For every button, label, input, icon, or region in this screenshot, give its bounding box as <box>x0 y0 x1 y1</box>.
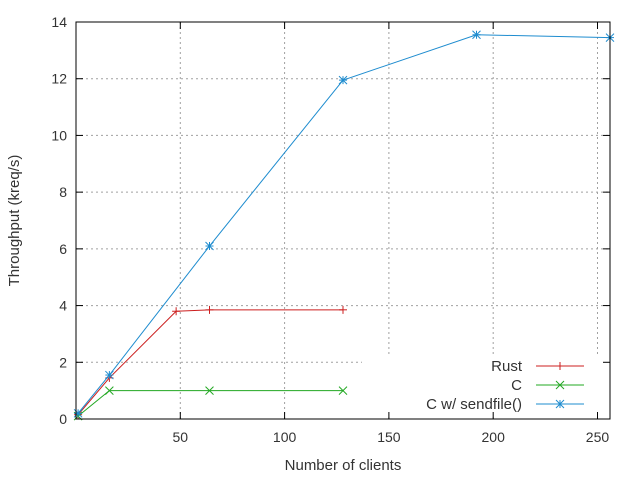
x-tick-label: 100 <box>273 429 297 445</box>
data-point <box>73 408 83 418</box>
data-point <box>205 305 214 314</box>
legend: Rust C C w/ sendfile() <box>426 358 584 413</box>
data-point <box>339 305 347 314</box>
series-2 <box>73 30 615 418</box>
y-tick-label: 8 <box>59 184 67 200</box>
x-tick-label: 250 <box>586 429 610 445</box>
y-tick-label: 0 <box>59 411 67 427</box>
x-tick-label: 200 <box>482 429 506 445</box>
grid-lines <box>76 22 610 419</box>
data-point <box>338 386 348 395</box>
x-tick-label: 150 <box>377 429 401 445</box>
y-tick-label: 2 <box>59 354 67 370</box>
data-point <box>105 386 114 395</box>
data-point <box>472 30 481 40</box>
legend-label: C w/ sendfile() <box>426 396 522 413</box>
y-axis-label: Throughput (kreq/s) <box>6 155 23 287</box>
x-tick-label: 50 <box>173 429 189 445</box>
y-tick-label: 12 <box>51 71 67 87</box>
series-lines <box>73 30 615 421</box>
data-point <box>172 307 181 316</box>
legend-marker <box>556 362 564 370</box>
data-point <box>338 75 348 85</box>
axis-ticks: 0 2 4 6 8 10 12 14 50 100 150 200 250 <box>51 14 610 445</box>
legend-label: C <box>511 377 522 394</box>
legend-marker <box>555 380 565 390</box>
series-line <box>77 390 343 417</box>
data-point <box>205 241 214 251</box>
series-line <box>77 34 611 414</box>
series-1 <box>73 386 348 421</box>
y-tick-label: 4 <box>59 298 67 314</box>
y-tick-label: 10 <box>51 127 67 143</box>
y-tick-label: 14 <box>51 14 67 30</box>
y-tick-label: 6 <box>59 241 67 257</box>
data-point <box>205 386 214 395</box>
data-point <box>105 370 114 380</box>
legend-label: Rust <box>491 358 523 375</box>
legend-marker <box>555 399 565 409</box>
x-axis-label: Number of clients <box>285 457 402 474</box>
plot-frame <box>75 21 611 420</box>
